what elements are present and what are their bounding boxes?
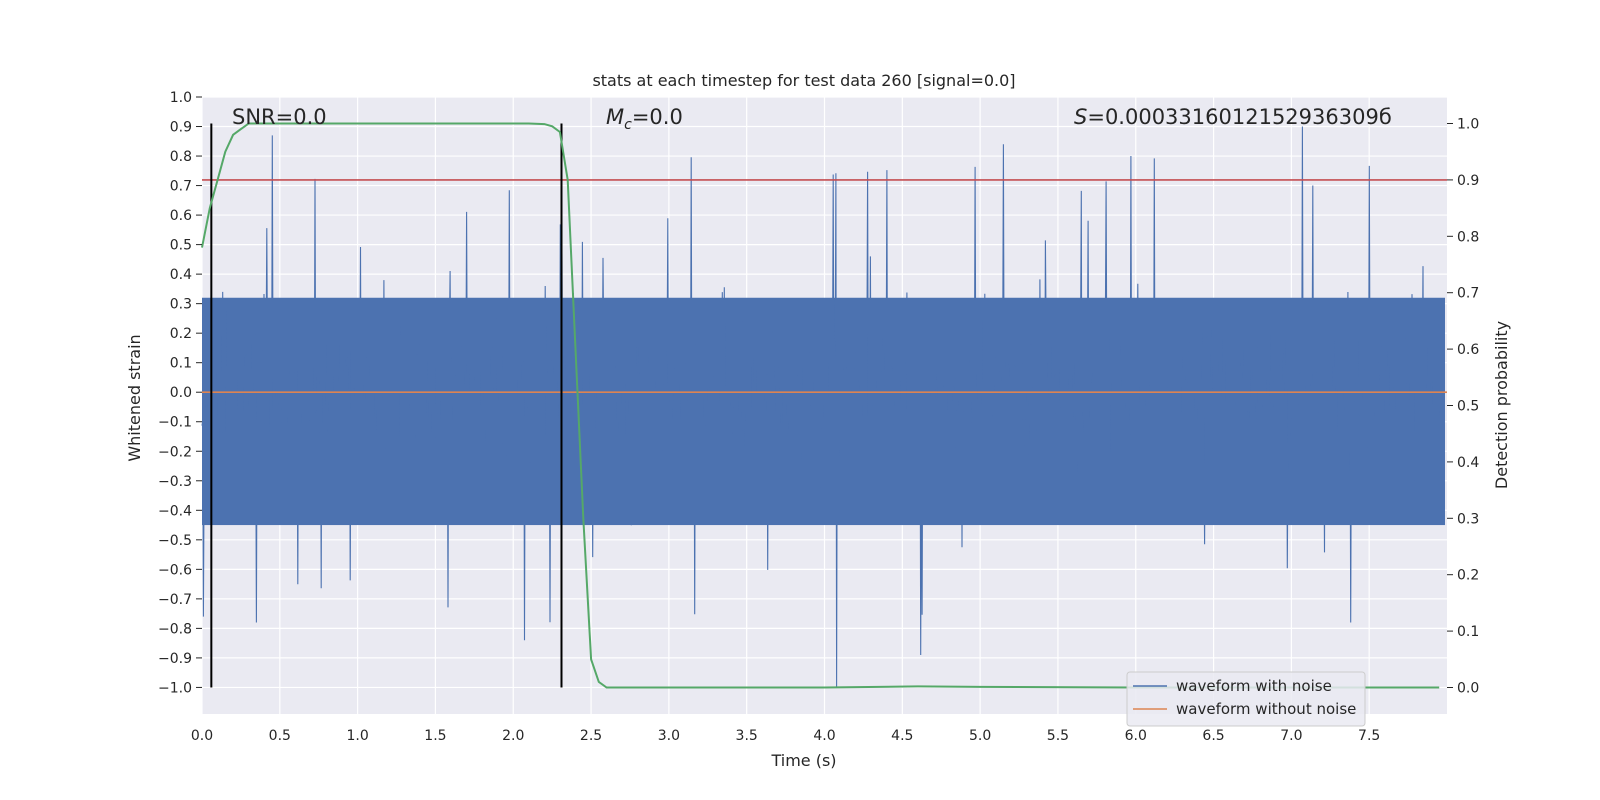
y2-tick-label: 0.9 xyxy=(1457,173,1479,189)
y2-tick-label: 0.3 xyxy=(1457,511,1479,527)
x-tick-label: 4.5 xyxy=(891,728,913,744)
mc-subscript: c xyxy=(624,117,632,133)
y-tick-label: 0.2 xyxy=(170,326,192,342)
y-tick-label: −0.2 xyxy=(158,444,192,460)
y2-tick-label: 1.0 xyxy=(1457,117,1479,133)
x-tick-label: 3.0 xyxy=(658,728,680,744)
y-tick-label: −0.3 xyxy=(158,474,192,490)
x-tick-label: 0.0 xyxy=(191,728,213,744)
y-tick-label: 0.3 xyxy=(170,297,192,313)
y2-tick-label: 0.2 xyxy=(1457,568,1479,584)
series-waveform-with-noise xyxy=(201,126,1445,688)
y-tick-label: 0.5 xyxy=(170,238,192,254)
y-tick-label: 1.0 xyxy=(170,90,192,106)
noise-trace xyxy=(201,126,1443,688)
legend-label-clean: waveform without noise xyxy=(1176,700,1356,718)
y2-tick-label: 0.0 xyxy=(1457,680,1479,696)
y-tick-label: −1.0 xyxy=(158,680,192,696)
x-tick-label: 2.5 xyxy=(580,728,602,744)
x-tick-label: 6.5 xyxy=(1202,728,1224,744)
y-tick-label: 0.7 xyxy=(170,179,192,195)
y-tick-label: −0.7 xyxy=(158,592,192,608)
y-tick-label: −0.1 xyxy=(158,415,192,431)
x-tick-label: 5.0 xyxy=(969,728,991,744)
x-tick-label: 1.0 xyxy=(346,728,368,744)
x-tick-label: 7.0 xyxy=(1280,728,1302,744)
y-tick-label: 0.8 xyxy=(170,149,192,165)
x-tick-label: 0.5 xyxy=(269,728,291,744)
mc-value: =0.0 xyxy=(632,105,683,129)
y2-axis-title: Detection probability xyxy=(1492,321,1511,489)
legend: waveform with noise waveform without noi… xyxy=(1126,671,1366,727)
y2-tick-label: 0.4 xyxy=(1457,455,1479,471)
y-axis-title: Whitened strain xyxy=(125,334,144,461)
x-tick-label: 3.5 xyxy=(736,728,758,744)
y2-axis-ticks: 1.0 0.9 0.8 0.7 0.6 0.5 0.4 0.3 0.2 0.1 0.0 xyxy=(1447,117,1479,696)
y-tick-label: −0.9 xyxy=(158,651,192,667)
x-axis-title: Time (s) xyxy=(770,751,836,770)
x-tick-label: 7.5 xyxy=(1358,728,1380,744)
y-tick-label: −0.6 xyxy=(158,562,192,578)
snr-annotation: SNR=0.0 xyxy=(232,105,327,129)
y2-tick-label: 0.8 xyxy=(1457,229,1479,245)
mc-annotation: Mc=0.0 xyxy=(606,105,683,133)
y2-tick-label: 0.1 xyxy=(1457,624,1479,640)
legend-box xyxy=(1126,671,1366,727)
y2-tick-label: 0.6 xyxy=(1457,342,1479,358)
legend-label-noise: waveform with noise xyxy=(1176,677,1332,695)
y-tick-label: 0.0 xyxy=(170,385,192,401)
y-axis-ticks: 1.0 0.9 0.8 0.7 0.6 0.5 0.4 0.3 0.2 0.1 0.0 −0.1 −0.… xyxy=(158,90,202,696)
y-tick-label: 0.1 xyxy=(170,356,192,372)
s-annotation: S=0.0003316012152936309б xyxy=(1074,105,1392,129)
y-tick-label: −0.8 xyxy=(158,621,192,637)
x-axis-ticks: 0.0 0.5 1.0 1.5 2.0 2.5 3.0 3.5 4.0 4.5 5.0 5.5 6.0 6… xyxy=(191,728,1380,744)
y-tick-label: 0.4 xyxy=(170,267,192,283)
s-value: =0.0003316012152936309б xyxy=(1087,105,1391,129)
chart-title: stats at each timestep for test data 260… xyxy=(592,71,1015,90)
s-symbol: S xyxy=(1074,105,1087,129)
x-tick-label: 2.0 xyxy=(502,728,524,744)
x-tick-label: 1.5 xyxy=(424,728,446,744)
x-tick-label: 4.0 xyxy=(813,728,835,744)
x-tick-label: 6.0 xyxy=(1125,728,1147,744)
x-tick-label: 5.5 xyxy=(1047,728,1069,744)
y-tick-label: −0.5 xyxy=(158,533,192,549)
series-detection-probability xyxy=(201,122,1440,689)
y2-tick-label: 0.5 xyxy=(1457,399,1479,415)
y-tick-label: −0.4 xyxy=(158,503,192,519)
y2-tick-label: 0.7 xyxy=(1457,286,1479,302)
y-tick-label: 0.9 xyxy=(170,120,192,136)
mc-symbol: M xyxy=(606,105,624,129)
y-tick-label: 0.6 xyxy=(170,208,192,224)
